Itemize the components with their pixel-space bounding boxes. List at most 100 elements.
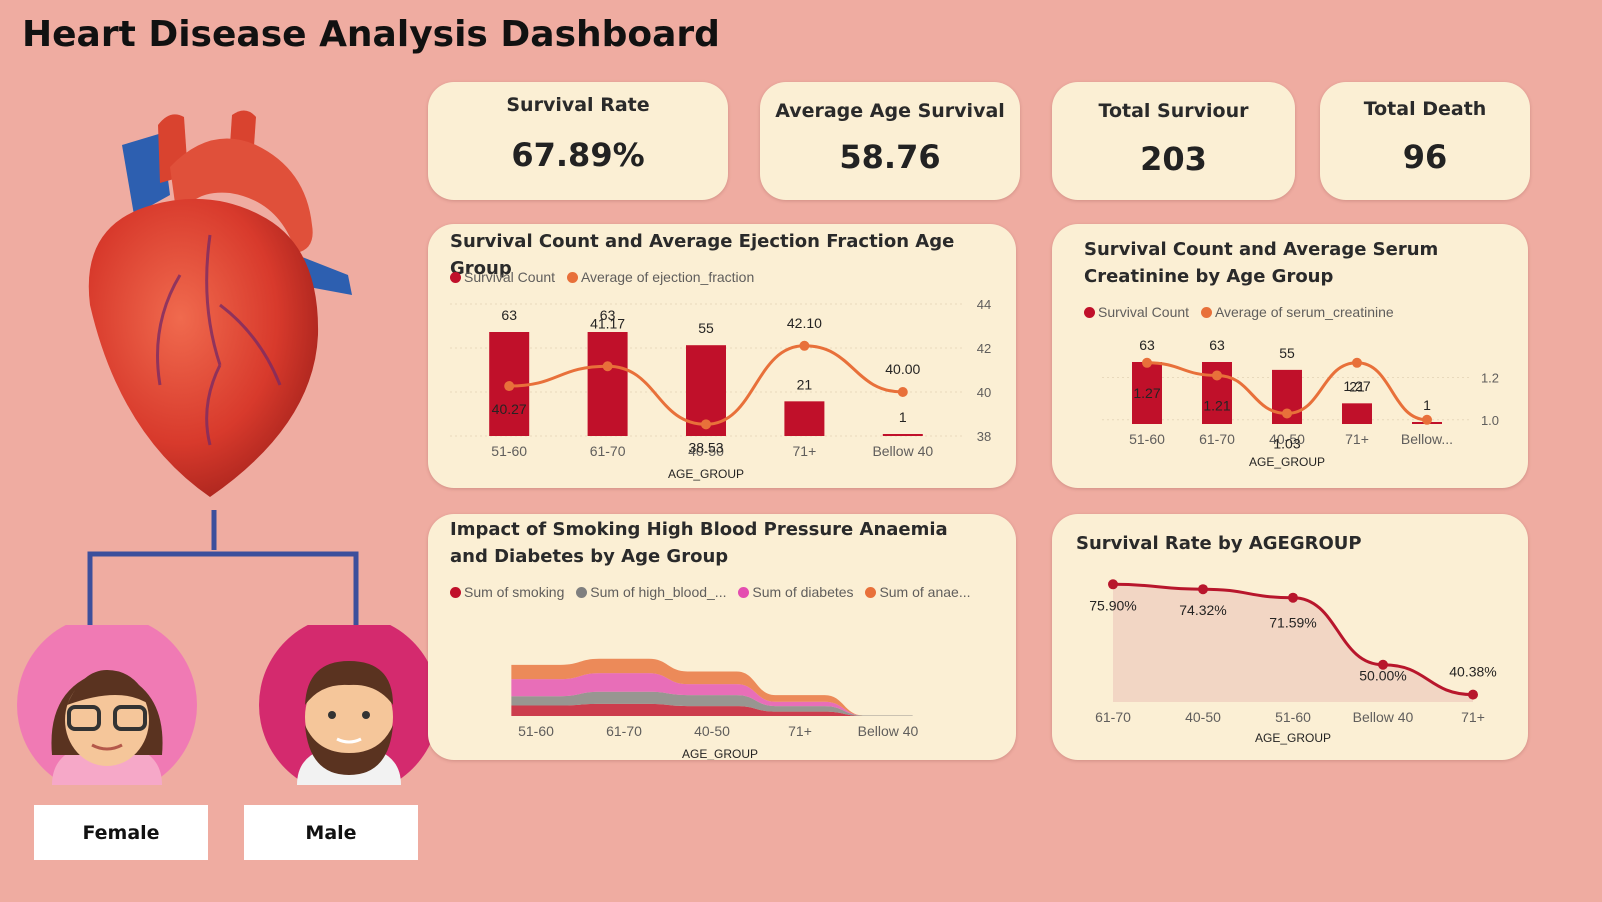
male-avatar-icon xyxy=(259,625,439,785)
bar-data-label: 1 xyxy=(1423,397,1431,413)
legend-entry: Sum of diabetes xyxy=(752,584,854,600)
ribbon-series xyxy=(511,703,913,716)
line-point xyxy=(701,419,711,430)
y2-tick-label: 40 xyxy=(977,385,991,400)
x-tick-label: Bellow 40 xyxy=(858,723,919,739)
chart-plot: 44 42 40 38 63 51-60 63 61-70 55 40-50 21 71+ 1 Bello… xyxy=(450,297,991,481)
x-tick-label: 51-60 xyxy=(518,723,554,739)
legend-marker-icon xyxy=(738,587,750,598)
chart-plot: 75.90% 61-70 74.32% 40-50 71.59% 51-60 50.00% B… xyxy=(1089,579,1497,745)
line-point xyxy=(1378,659,1388,670)
chart-legend: Survival Count Average of serum_creatini… xyxy=(1084,304,1402,320)
ribbon-series xyxy=(511,691,913,716)
family-tree-connector xyxy=(87,510,359,630)
x-tick-label: 61-70 xyxy=(590,443,626,459)
legend-marker-icon xyxy=(576,587,588,598)
line-point xyxy=(1142,357,1152,368)
legend-marker-icon xyxy=(566,272,578,283)
chart-title: Survival Count and Average Ejection Frac… xyxy=(450,231,955,279)
kpi-value: 67.89% xyxy=(511,136,645,174)
line-data-label: 38.53 xyxy=(688,439,723,455)
line-point xyxy=(1198,584,1208,595)
line-data-label: 1.21 xyxy=(1203,397,1230,413)
bar xyxy=(1342,403,1372,424)
kpi-label: Average Age Survival xyxy=(775,100,1005,122)
line-point xyxy=(1422,414,1432,425)
x-tick-label: 40-50 xyxy=(1269,431,1305,447)
line-data-label: 75.90% xyxy=(1089,597,1136,613)
x-tick-label: 71+ xyxy=(1345,431,1369,447)
female-button[interactable]: Female xyxy=(34,805,208,860)
line-point xyxy=(602,361,613,372)
x-tick-label: 40-50 xyxy=(1185,709,1221,725)
x-axis-title: AGE_GROUP xyxy=(1255,731,1331,745)
bar-data-label: 1 xyxy=(899,409,907,425)
line-data-label: 74.32% xyxy=(1179,602,1226,618)
kpi-card-total-surviour: Total Surviour 203 xyxy=(1052,82,1295,200)
kpi-label: Total Surviour xyxy=(1098,100,1249,122)
kpi-card-survival-rate: Survival Rate 67.89% xyxy=(428,82,728,200)
line-data-label: 1.03 xyxy=(1273,435,1300,451)
y2-tick-label: 42 xyxy=(977,341,991,356)
line-point xyxy=(1288,592,1298,603)
line-point xyxy=(1108,579,1118,590)
chart-title: Survival Rate by AGEGROUP xyxy=(1076,533,1362,554)
chart-card-survival-rate-by-age: Survival Rate by AGEGROUP 75.90% 61-70 74.… xyxy=(1052,514,1528,760)
legend-entry: Average of serum_creatinine xyxy=(1214,304,1394,320)
legend-marker-icon xyxy=(450,272,461,283)
y2-tick-label: 1.0 xyxy=(1481,413,1499,428)
x-tick-label: 51-60 xyxy=(1129,431,1165,447)
kpi-label: Total Death xyxy=(1363,98,1487,120)
bar-data-label: 63 xyxy=(1209,337,1225,353)
line-point xyxy=(1212,370,1222,381)
legend-entry: Sum of high_blood_... xyxy=(590,584,727,600)
y2-tick-label: 44 xyxy=(977,297,991,312)
area-fill xyxy=(1113,584,1473,702)
bar-data-label: 21 xyxy=(797,376,813,392)
line-point xyxy=(1468,689,1478,700)
legend-entry: Sum of anae... xyxy=(879,584,971,600)
bar xyxy=(784,401,825,436)
chart-title: Impact of Smoking High Blood Pressure An… xyxy=(450,519,948,567)
bar-data-label: 55 xyxy=(698,320,714,336)
x-tick-label: Bellow... xyxy=(1401,431,1453,447)
line-point xyxy=(799,340,810,351)
series-line xyxy=(509,344,903,426)
series-line xyxy=(1112,582,1474,697)
line-point xyxy=(504,381,515,392)
line-point xyxy=(897,387,908,397)
legend-marker-icon xyxy=(1084,307,1095,318)
bar-data-label: 63 xyxy=(501,307,517,323)
line-data-label: 71.59% xyxy=(1269,615,1316,631)
line-data-label: 50.00% xyxy=(1359,668,1406,684)
kpi-label: Survival Rate xyxy=(506,94,650,116)
legend-entry: Survival Count xyxy=(1098,304,1190,320)
line-point xyxy=(1282,408,1292,419)
kpi-value: 203 xyxy=(1140,140,1207,178)
chart-card-serum-creatinine: Survival Count and Average Serum Creatin… xyxy=(1052,224,1528,488)
chart-card-ejection-fraction: Survival Count and Average Ejection Frac… xyxy=(428,224,1016,488)
y2-tick-label: 1.2 xyxy=(1481,371,1499,386)
ribbon-series xyxy=(511,658,913,716)
legend-marker-icon xyxy=(450,587,461,598)
chart-legend: Survival Count Average of ejection_fract… xyxy=(450,269,762,285)
x-tick-label: 71+ xyxy=(1461,709,1485,725)
male-button[interactable]: Male xyxy=(244,805,418,860)
chart-plot: 1.2 1.0 63 51-60 63 61-70 55 40-50 21 71+ 1 Bellow.… xyxy=(1102,337,1499,469)
line-point xyxy=(1352,357,1362,368)
bar xyxy=(587,332,628,436)
legend-entry: Average of ejection_fraction xyxy=(580,269,755,285)
bar-data-label: 21 xyxy=(1349,378,1365,394)
bar-data-label: 63 xyxy=(600,307,616,323)
line-data-label: 41.17 xyxy=(590,315,625,331)
kpi-value: 96 xyxy=(1402,138,1448,176)
y2-tick-label: 38 xyxy=(977,429,991,444)
bar-data-label: 55 xyxy=(1279,345,1295,361)
x-tick-label: 51-60 xyxy=(491,443,527,459)
kpi-card-total-death: Total Death 96 xyxy=(1320,82,1530,200)
kpi-value: 58.76 xyxy=(839,138,941,176)
x-tick-label: 71+ xyxy=(788,723,812,739)
chart-legend: Sum of smoking Sum of high_blood_... Sum… xyxy=(450,584,979,600)
line-data-label: 40.00 xyxy=(885,361,920,377)
heart-illustration xyxy=(88,110,352,497)
